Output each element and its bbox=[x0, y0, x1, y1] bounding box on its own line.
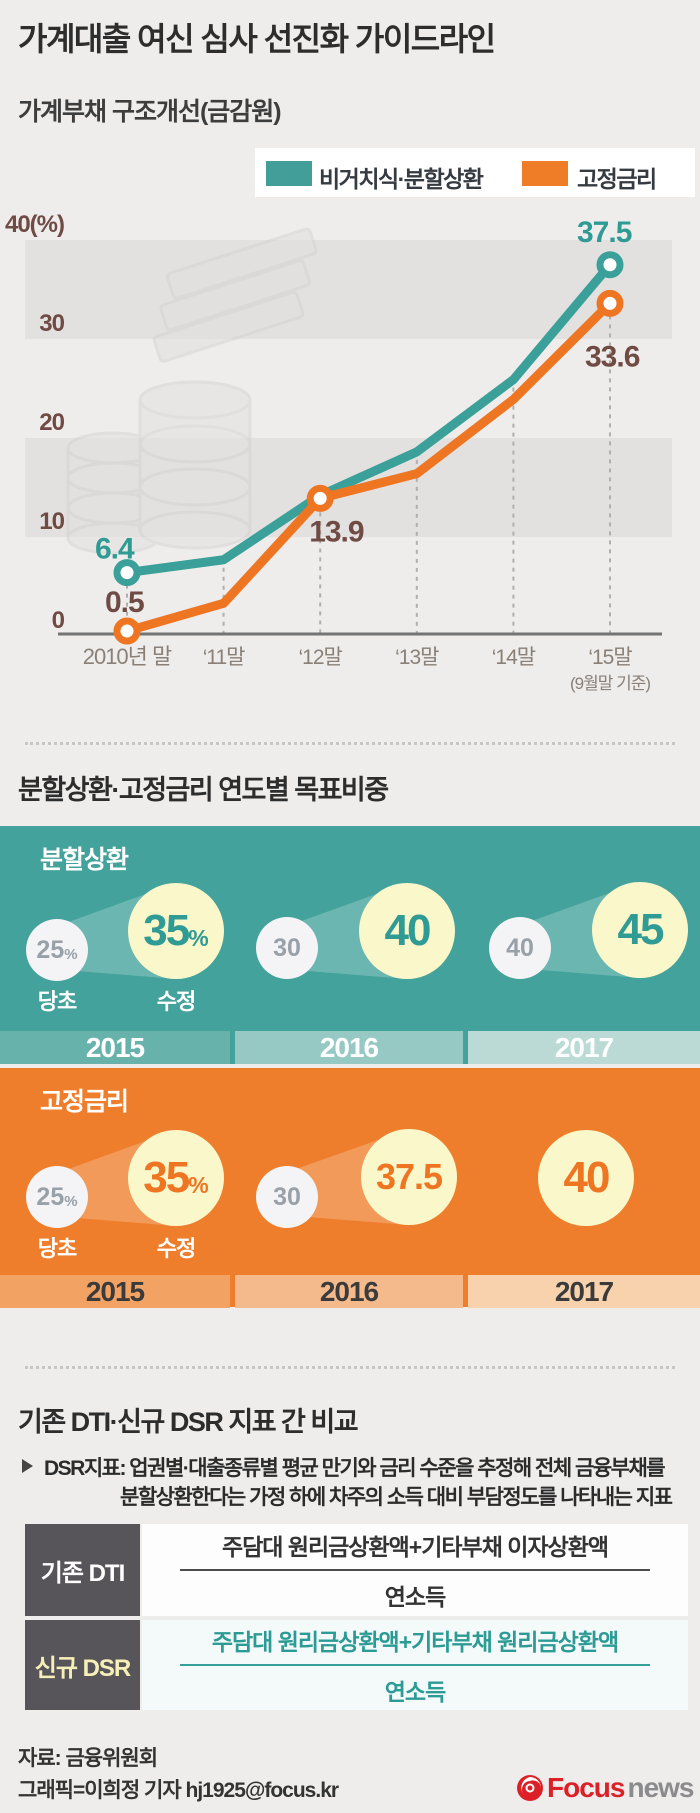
data-point-marker bbox=[113, 617, 141, 645]
x-axis-note: (9월말 기준) bbox=[570, 674, 650, 693]
formula-dsr: 주담대 원리금상환액+기타부채 원리금상환액 연소득 bbox=[142, 1620, 688, 1710]
initial-target-2017: 40 bbox=[489, 917, 551, 979]
legend-label-installment: 비거치식·분할상환 bbox=[319, 166, 484, 192]
year-strip-2017: 2017 bbox=[468, 1031, 700, 1064]
x-axis-tick: ‘15말 bbox=[588, 646, 632, 669]
x-axis-tick: ‘13말 bbox=[395, 646, 439, 669]
dti-denominator: 연소득 bbox=[384, 1584, 446, 1610]
x-axis-tick: ‘12말 bbox=[299, 646, 343, 669]
year-strip-2016: 2016 bbox=[235, 1031, 463, 1064]
dsr-numerator: 주담대 원리금상환액+기타부채 원리금상환액 bbox=[211, 1629, 619, 1655]
household-debt-line-chart: 40(%) 30 20 10 0 2010년 말 ‘11말 ‘12말 ‘13말 ‘14말 ‘15말 (… bbox=[5, 211, 672, 693]
year-strip-2015: 2015 bbox=[0, 1031, 230, 1064]
initial-target-2015: 25% bbox=[26, 919, 88, 981]
year-strip-2016: 2016 bbox=[235, 1275, 463, 1308]
page-title: 가계대출 여신 심사 선진화 가이드라인 bbox=[18, 21, 496, 57]
target-block-fixed-rate: 고정금리 25% 35% 30 37.5 40 당초 수정 2015 2016 … bbox=[0, 1068, 700, 1308]
legend-swatch-installment bbox=[266, 161, 312, 186]
point-value-label: 37.5 bbox=[577, 216, 632, 249]
section-divider bbox=[25, 742, 675, 745]
initial-caption: 당초 bbox=[37, 1236, 77, 1261]
money-stack-watermark bbox=[66, 227, 318, 555]
targets-section-title: 분할상환·고정금리 연도별 목표비중 bbox=[18, 775, 389, 805]
formula-dti: 주담대 원리금상환액+기타부채 이자상환액 연소득 bbox=[142, 1524, 688, 1616]
logo-suffix: news bbox=[627, 1772, 694, 1803]
dti-numerator: 주담대 원리금상환액+기타부채 이자상환액 bbox=[221, 1534, 609, 1560]
row-header-dti: 기존 DTI bbox=[25, 1524, 140, 1616]
target-block-installment: 분할상환 25% 35% 30 40 40 45 당초 수정 2015 2016… bbox=[0, 826, 700, 1064]
x-axis-tick: ‘11말 bbox=[203, 646, 245, 669]
initial-target-2015: 25% bbox=[26, 1166, 88, 1228]
block-label-installment: 분할상환 bbox=[40, 846, 129, 874]
legend-label-fixed-rate: 고정금리 bbox=[577, 166, 657, 192]
graphic-credit: 그래픽=이희정 기자 hj1925@focus.kr bbox=[18, 1779, 339, 1802]
logo-brand: Focus bbox=[547, 1772, 625, 1803]
block-label-fixed-rate: 고정금리 bbox=[40, 1088, 129, 1116]
data-point-marker bbox=[113, 559, 141, 587]
row-header-dsr: 신규 DSR bbox=[25, 1620, 140, 1710]
dsr-denominator: 연소득 bbox=[384, 1679, 446, 1705]
chart-legend: 비거치식·분할상환 고정금리 bbox=[255, 148, 695, 197]
data-point-marker bbox=[596, 289, 624, 317]
bullet-arrow-icon bbox=[22, 1459, 33, 1473]
line-series-0 bbox=[122, 260, 615, 578]
initial-caption: 당초 bbox=[37, 989, 77, 1014]
revised-target-2016: 37.5 bbox=[361, 1129, 457, 1225]
revised-caption: 수정 bbox=[156, 989, 196, 1014]
year-strip-2015: 2015 bbox=[0, 1275, 230, 1308]
data-point-marker bbox=[306, 484, 334, 512]
dsr-note-line1: DSR지표: 업권별·대출종류별 평균 만기와 금리 수준을 추정해 전체 금융… bbox=[44, 1457, 666, 1480]
y-axis-tick: 0 bbox=[52, 607, 65, 634]
legend-swatch-fixed-rate bbox=[522, 161, 568, 186]
initial-target-2016: 30 bbox=[256, 1166, 318, 1228]
grid-band bbox=[25, 240, 672, 339]
revised-target-2015: 35% bbox=[128, 1130, 224, 1226]
revised-target-2015: 35% bbox=[128, 883, 224, 979]
comparison-section-title: 기존 DTI·신규 DSR 지표 간 비교 bbox=[18, 1407, 359, 1437]
section-divider bbox=[25, 1366, 675, 1369]
source-credit: 자료: 금융위원회 bbox=[18, 1747, 158, 1770]
initial-target-2016: 30 bbox=[256, 917, 318, 979]
point-value-label: 13.9 bbox=[309, 515, 364, 548]
data-point-marker bbox=[596, 251, 624, 279]
point-value-label: 0.5 bbox=[105, 586, 144, 619]
y-axis-tick: 30 bbox=[39, 310, 64, 337]
y-axis-tick: 20 bbox=[39, 409, 64, 436]
line-series-1 bbox=[122, 298, 615, 636]
y-axis-tick: 10 bbox=[39, 508, 64, 535]
focus-news-icon bbox=[517, 1775, 543, 1801]
revised-target-2017: 45 bbox=[592, 882, 688, 978]
revised-caption: 수정 bbox=[156, 1236, 196, 1261]
y-axis-tick: 40(%) bbox=[5, 211, 64, 238]
focus-news-logo: Focus news bbox=[516, 1772, 695, 1804]
dsr-note-line2: 분할상환한다는 가정 하에 차주의 소득 대비 부담정도를 나타내는 지표 bbox=[120, 1486, 673, 1509]
x-axis-tick: ‘14말 bbox=[492, 646, 536, 669]
revised-target-2017: 40 bbox=[538, 1130, 634, 1226]
revised-target-2016: 40 bbox=[359, 883, 455, 979]
fraction-divider bbox=[180, 1664, 650, 1666]
x-axis-tick: 2010년 말 bbox=[83, 644, 172, 669]
point-value-label: 33.6 bbox=[585, 340, 640, 373]
chart-title: 가계부채 구조개선(금감원) bbox=[18, 98, 282, 126]
fraction-divider bbox=[180, 1569, 650, 1571]
point-value-label: 6.4 bbox=[95, 533, 135, 566]
year-strip-2017: 2017 bbox=[468, 1275, 700, 1308]
